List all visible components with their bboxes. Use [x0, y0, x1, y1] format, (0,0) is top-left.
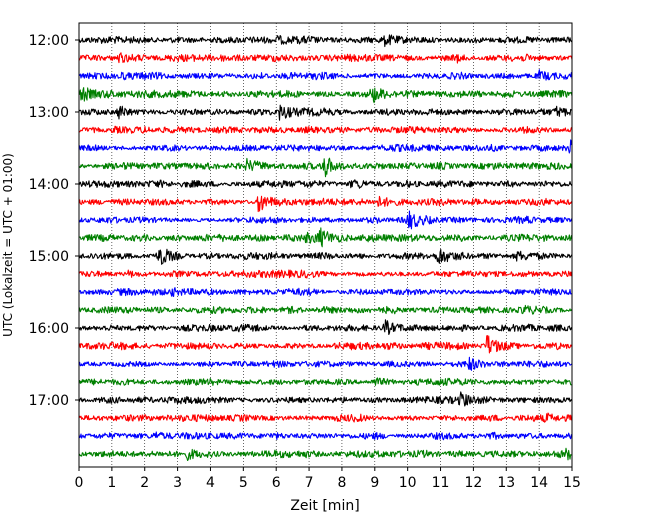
trace-1545	[78, 304, 573, 315]
x-tick-label-10: 10	[399, 475, 417, 491]
x-tick-label-6: 6	[272, 475, 281, 491]
trace-1430	[78, 210, 573, 230]
x-tick-label-12: 12	[464, 475, 482, 491]
trace-1745	[78, 447, 573, 462]
x-tick-label-7: 7	[305, 475, 314, 491]
y-tick-label-0: 12:00	[29, 33, 69, 49]
x-tick-label-0: 0	[75, 475, 84, 491]
trace-1715	[78, 412, 573, 423]
x-axis-label: Zeit [min]	[290, 498, 359, 514]
trace-1630	[78, 356, 573, 371]
trace-1215	[78, 52, 573, 64]
x-axis-ticks: 0 1 2 3 4 5 6 7 8 9 10 11 12 13 14 15	[75, 467, 581, 491]
y-tick-label-5: 17:00	[29, 393, 69, 409]
trace-1515	[78, 269, 573, 279]
trace-1200	[78, 34, 573, 48]
trace-1700	[78, 391, 573, 407]
x-tick-label-13: 13	[497, 475, 515, 491]
plot-frame	[78, 22, 573, 468]
trace-1230	[78, 69, 573, 81]
x-tick-label-14: 14	[530, 475, 548, 491]
trace-1330	[78, 139, 573, 154]
trace-1315	[78, 125, 573, 134]
x-tick-label-5: 5	[239, 475, 248, 491]
y-tick-label-2: 14:00	[29, 177, 69, 193]
trace-1245	[78, 87, 573, 104]
trace-1500	[78, 248, 573, 265]
x-tick-label-4: 4	[206, 475, 215, 491]
y-axis-label: UTC (Lokalzeit = UTC + 01:00)	[1, 153, 15, 337]
trace-1730	[78, 431, 573, 441]
trace-1345	[78, 157, 573, 178]
y-tick-label-3: 15:00	[29, 249, 69, 265]
trace-1645	[78, 377, 573, 386]
trace-1415	[78, 195, 573, 213]
trace-1400	[78, 179, 573, 189]
x-tick-label-11: 11	[432, 475, 450, 491]
x-tick-label-2: 2	[140, 475, 149, 491]
y-axis-ticks: 12:00 13:00 14:00 15:00 16:00 17:00	[29, 33, 79, 409]
y-tick-label-4: 16:00	[29, 321, 69, 337]
trace-1615	[78, 335, 573, 354]
x-tick-label-8: 8	[337, 475, 346, 491]
x-tick-label-9: 9	[370, 475, 379, 491]
trace-1600	[78, 319, 573, 336]
trace-1300	[78, 104, 573, 121]
trace-1530	[78, 287, 573, 297]
seismogram-traces	[78, 34, 573, 462]
x-tick-label-1: 1	[107, 475, 116, 491]
y-tick-label-1: 13:00	[29, 105, 69, 121]
x-tick-label-15: 15	[563, 475, 581, 491]
x-tick-label-3: 3	[173, 475, 182, 491]
trace-1445	[78, 227, 573, 248]
